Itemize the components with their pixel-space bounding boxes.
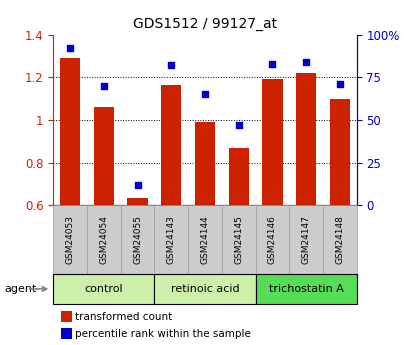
Point <box>268 61 275 66</box>
Text: GSM24148: GSM24148 <box>335 215 344 264</box>
Text: transformed count: transformed count <box>75 312 172 322</box>
Text: GSM24147: GSM24147 <box>301 215 310 264</box>
Text: percentile rank within the sample: percentile rank within the sample <box>75 329 250 339</box>
Text: trichostatin A: trichostatin A <box>268 284 343 294</box>
Text: agent: agent <box>4 284 36 294</box>
Point <box>100 83 107 89</box>
Point <box>67 46 73 51</box>
Bar <box>194 122 215 205</box>
Bar <box>295 73 315 205</box>
Point <box>134 182 141 188</box>
Bar <box>60 58 80 205</box>
Point <box>235 122 241 128</box>
Text: GSM24146: GSM24146 <box>267 215 276 264</box>
Point <box>302 59 309 65</box>
Text: GSM24145: GSM24145 <box>234 215 243 264</box>
Text: control: control <box>84 284 123 294</box>
Point <box>336 81 342 87</box>
Bar <box>228 148 248 205</box>
Text: GSM24054: GSM24054 <box>99 215 108 264</box>
Text: GSM24143: GSM24143 <box>166 215 175 264</box>
Bar <box>262 79 282 205</box>
Bar <box>329 99 349 205</box>
Text: GSM24055: GSM24055 <box>133 215 142 264</box>
Bar <box>94 107 114 205</box>
Text: retinoic acid: retinoic acid <box>170 284 239 294</box>
Point <box>168 62 174 68</box>
Text: GSM24144: GSM24144 <box>200 215 209 264</box>
Title: GDS1512 / 99127_at: GDS1512 / 99127_at <box>133 17 276 31</box>
Point <box>201 91 208 97</box>
Bar <box>127 198 147 205</box>
Text: GSM24053: GSM24053 <box>65 215 74 264</box>
Bar <box>161 85 181 205</box>
